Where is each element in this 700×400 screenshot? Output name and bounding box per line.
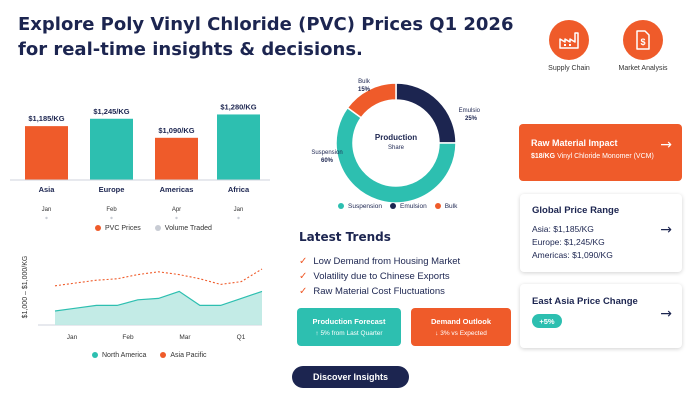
- latest-trends-title: Latest Trends: [299, 230, 391, 244]
- bar-africa: [217, 114, 260, 180]
- legend-emulsion: Emulsion: [389, 203, 427, 210]
- regional-price-bar-chart: $1,185/KG Asia Jan $1,245/KG Europe Feb $1,090…: [10, 102, 270, 220]
- raw-material-impact-card[interactable]: Raw Material Impact $18/KG Vinyl Chlorid…: [519, 124, 682, 181]
- production-forecast-detail: ↑ 5% from Last Quarter: [315, 330, 383, 337]
- discover-insights-button[interactable]: Discover Insights: [292, 366, 409, 388]
- bulk-value: 15%: [358, 87, 371, 93]
- north-america-line: [54, 290, 263, 312]
- demand-outlook-card[interactable]: Demand Outlook ↓ 3% vs Expected: [411, 308, 511, 346]
- bar-category-label: Americas: [160, 185, 194, 194]
- supply-chain-shortcut[interactable]: Supply Chain: [548, 20, 604, 72]
- trend-item: ✓ Low Demand from Housing Market: [299, 256, 461, 267]
- east-asia-title: East Asia Price Change: [532, 296, 638, 307]
- regional-trend-line-chart: $1,000 – $1,000/KG Jan Feb Mar Q1: [22, 256, 263, 341]
- legend-bulk: Bulk: [434, 203, 457, 210]
- bar-chart-legend: PVC Prices Volume Traded: [95, 225, 212, 232]
- line-x-tick: Mar: [179, 334, 191, 341]
- price-row-europe: Europe: $1,245/KG: [532, 237, 605, 247]
- trend-item: ✓ Raw Material Cost Fluctuations: [299, 286, 445, 297]
- bar-americas: [155, 137, 198, 180]
- bar-tick-dot: [110, 216, 113, 220]
- donut-slice-bulk: [346, 82, 397, 119]
- check-icon: ✓: [299, 271, 308, 282]
- donut-legend: Suspension Emulsion Bulk: [338, 203, 457, 210]
- line-x-tick: Q1: [237, 334, 246, 341]
- production-share-donut-chart: Production Share Bulk 15% Emulsion 25% S…: [311, 79, 480, 204]
- bar-tick-dot: [237, 216, 240, 220]
- raw-material-title: Raw Material Impact: [531, 138, 618, 148]
- donut-slice-suspension: [335, 106, 457, 204]
- bar-category-label: Asia: [39, 185, 56, 194]
- global-price-range-title: Global Price Range: [532, 205, 620, 216]
- bar-sub-label: Feb: [106, 207, 117, 213]
- global-price-range-list: Asia: $1,185/KG Europe: $1,245/KG Americ…: [532, 223, 613, 262]
- bar-sub-label: Jan: [234, 207, 244, 213]
- supply-chain-label: Supply Chain: [548, 65, 590, 72]
- east-asia-price-change-card[interactable]: East Asia Price Change +5% →: [520, 284, 682, 348]
- global-price-range-card[interactable]: Global Price Range Asia: $1,185/KG Europ…: [520, 194, 682, 272]
- line-x-tick: Feb: [122, 334, 134, 341]
- production-forecast-card[interactable]: Production Forecast ↑ 5% from Last Quart…: [297, 308, 401, 346]
- suspension-label: Suspension: [311, 150, 342, 156]
- suspension-value: 60%: [321, 158, 334, 164]
- bar-category-label: Africa: [228, 185, 250, 194]
- donut-title: Production: [375, 133, 417, 142]
- asia-pacific-line: [54, 268, 263, 287]
- bar-data-label: $1,245/KG: [93, 107, 129, 116]
- line-chart-y-label: $1,000 – $1,000/KG: [22, 256, 29, 319]
- line-x-tick: Jan: [67, 334, 78, 341]
- factory-icon: [549, 20, 589, 60]
- legend-suspension: Suspension: [338, 203, 382, 210]
- trend-item: ✓ Volatility due to Chinese Exports: [299, 271, 450, 282]
- donut-subtitle: Share: [388, 145, 405, 151]
- bar-europe: [90, 118, 133, 180]
- check-icon: ✓: [299, 256, 308, 267]
- legend-pvc-prices: PVC Prices: [95, 225, 141, 232]
- document-icon: $: [623, 20, 663, 60]
- legend-asia-pacific: Asia Pacific: [160, 352, 207, 359]
- title-line-1: Explore Poly Vinyl Chloride (PVC) Prices…: [18, 14, 514, 35]
- emulsion-label: Emulsion: [459, 108, 480, 114]
- trends-list: ✓ Low Demand from Housing Market ✓ Volatil…: [299, 254, 509, 299]
- raw-material-detail: $18/KG Vinyl Chloride Monomer (VCM): [531, 153, 654, 160]
- bar-sub-label: Apr: [172, 207, 181, 213]
- page-title: Explore Poly Vinyl Chloride (PVC) Prices…: [18, 12, 538, 62]
- check-icon: ✓: [299, 286, 308, 297]
- svg-text:$: $: [640, 37, 645, 47]
- arrow-right-icon: →: [660, 306, 672, 322]
- title-line-2: for real-time insights & decisions.: [18, 39, 363, 60]
- legend-north-america: North America: [92, 352, 146, 359]
- legend-volume-traded: Volume Traded: [154, 225, 212, 232]
- production-forecast-title: Production Forecast: [312, 317, 386, 326]
- demand-outlook-title: Demand Outlook: [430, 317, 491, 326]
- bar-category-label: Europe: [99, 185, 125, 194]
- bulk-label: Bulk: [358, 79, 371, 85]
- price-row-asia: Asia: $1,185/KG: [532, 224, 594, 234]
- emulsion-value: 25%: [465, 116, 478, 122]
- bar-data-label: $1,185/KG: [28, 114, 64, 123]
- arrow-right-icon: →: [660, 137, 672, 153]
- bar-tick-dot: [45, 216, 48, 220]
- north-america-area: [55, 291, 262, 325]
- price-change-badge: +5%: [532, 314, 562, 328]
- bar-asia: [25, 126, 68, 180]
- bar-sub-label: Jan: [42, 207, 52, 213]
- arrow-right-icon: →: [660, 222, 672, 238]
- market-analysis-label: Market Analysis: [618, 65, 668, 72]
- demand-outlook-detail: ↓ 3% vs Expected: [435, 330, 487, 337]
- price-row-americas: Americas: $1,090/KG: [532, 250, 613, 260]
- bar-data-label: $1,090/KG: [158, 126, 194, 135]
- bar-data-label: $1,280/KG: [220, 102, 256, 111]
- market-analysis-shortcut[interactable]: $ Market Analysis: [618, 20, 678, 72]
- line-chart-legend: North America Asia Pacific: [92, 352, 207, 359]
- bar-tick-dot: [175, 216, 178, 220]
